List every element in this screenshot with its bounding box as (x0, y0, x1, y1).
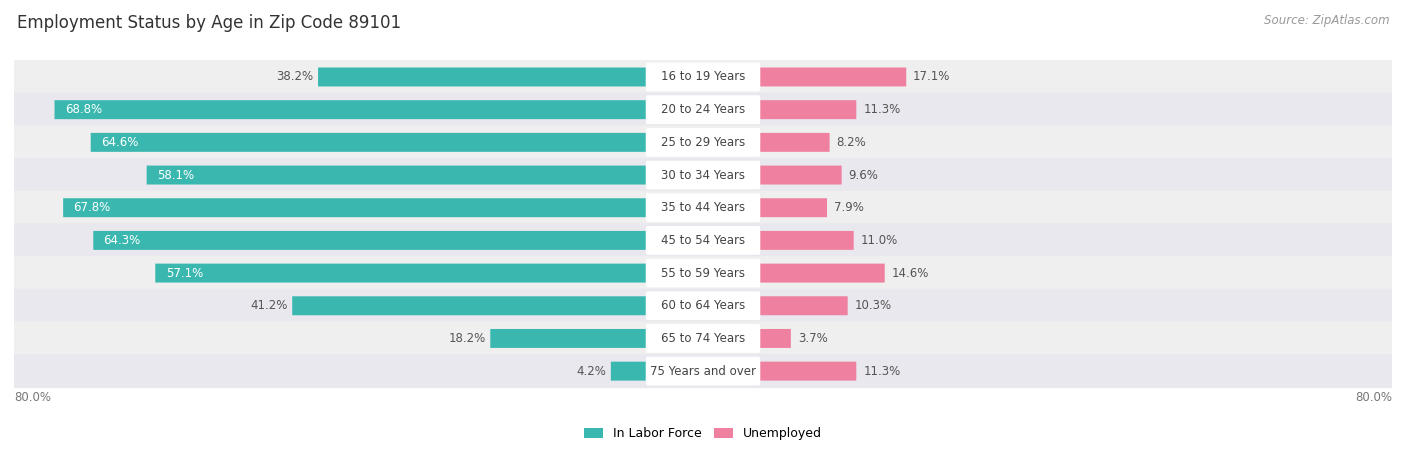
FancyBboxPatch shape (146, 166, 647, 184)
FancyBboxPatch shape (55, 100, 647, 119)
Text: 65 to 74 Years: 65 to 74 Years (661, 332, 745, 345)
FancyBboxPatch shape (645, 193, 761, 222)
FancyBboxPatch shape (610, 362, 647, 381)
Text: 60 to 64 Years: 60 to 64 Years (661, 299, 745, 312)
FancyBboxPatch shape (645, 95, 761, 124)
FancyBboxPatch shape (14, 191, 1392, 225)
Text: 14.6%: 14.6% (891, 267, 929, 280)
Text: Employment Status by Age in Zip Code 89101: Employment Status by Age in Zip Code 891… (17, 14, 401, 32)
FancyBboxPatch shape (14, 289, 1392, 323)
FancyBboxPatch shape (645, 291, 761, 320)
Text: 18.2%: 18.2% (449, 332, 486, 345)
Text: 30 to 34 Years: 30 to 34 Years (661, 169, 745, 182)
FancyBboxPatch shape (91, 133, 647, 152)
FancyBboxPatch shape (759, 263, 884, 283)
Text: 11.3%: 11.3% (863, 364, 900, 377)
FancyBboxPatch shape (14, 158, 1392, 192)
Text: 75 Years and over: 75 Years and over (650, 364, 756, 377)
FancyBboxPatch shape (645, 161, 761, 189)
Text: 4.2%: 4.2% (576, 364, 606, 377)
Text: 45 to 54 Years: 45 to 54 Years (661, 234, 745, 247)
FancyBboxPatch shape (645, 357, 761, 386)
Text: 38.2%: 38.2% (277, 70, 314, 83)
Text: 16 to 19 Years: 16 to 19 Years (661, 70, 745, 83)
Text: 80.0%: 80.0% (14, 391, 51, 404)
Text: 25 to 29 Years: 25 to 29 Years (661, 136, 745, 149)
Text: 80.0%: 80.0% (1355, 391, 1392, 404)
FancyBboxPatch shape (645, 63, 761, 92)
FancyBboxPatch shape (14, 60, 1392, 94)
Legend: In Labor Force, Unemployed: In Labor Force, Unemployed (583, 427, 823, 440)
FancyBboxPatch shape (63, 198, 647, 217)
FancyBboxPatch shape (759, 100, 856, 119)
Text: 35 to 44 Years: 35 to 44 Years (661, 201, 745, 214)
FancyBboxPatch shape (759, 68, 907, 87)
FancyBboxPatch shape (14, 223, 1392, 258)
FancyBboxPatch shape (759, 231, 853, 250)
Text: 3.7%: 3.7% (797, 332, 828, 345)
FancyBboxPatch shape (759, 329, 790, 348)
FancyBboxPatch shape (645, 259, 761, 287)
Text: 11.3%: 11.3% (863, 103, 900, 116)
FancyBboxPatch shape (759, 166, 842, 184)
Text: 10.3%: 10.3% (855, 299, 891, 312)
FancyBboxPatch shape (292, 296, 647, 315)
FancyBboxPatch shape (645, 128, 761, 157)
Text: 55 to 59 Years: 55 to 59 Years (661, 267, 745, 280)
FancyBboxPatch shape (318, 68, 647, 87)
FancyBboxPatch shape (759, 133, 830, 152)
FancyBboxPatch shape (14, 354, 1392, 388)
Text: 17.1%: 17.1% (912, 70, 950, 83)
FancyBboxPatch shape (14, 322, 1392, 355)
Text: 11.0%: 11.0% (860, 234, 898, 247)
FancyBboxPatch shape (155, 263, 647, 283)
FancyBboxPatch shape (645, 324, 761, 353)
FancyBboxPatch shape (759, 296, 848, 315)
Text: 67.8%: 67.8% (73, 201, 111, 214)
Text: 64.6%: 64.6% (101, 136, 138, 149)
Text: 9.6%: 9.6% (849, 169, 879, 182)
Text: Source: ZipAtlas.com: Source: ZipAtlas.com (1264, 14, 1389, 27)
FancyBboxPatch shape (645, 226, 761, 255)
Text: 58.1%: 58.1% (157, 169, 194, 182)
FancyBboxPatch shape (759, 198, 827, 217)
FancyBboxPatch shape (491, 329, 647, 348)
FancyBboxPatch shape (759, 362, 856, 381)
Text: 20 to 24 Years: 20 to 24 Years (661, 103, 745, 116)
FancyBboxPatch shape (93, 231, 647, 250)
Text: 8.2%: 8.2% (837, 136, 866, 149)
Text: 57.1%: 57.1% (166, 267, 202, 280)
Text: 64.3%: 64.3% (104, 234, 141, 247)
Text: 41.2%: 41.2% (250, 299, 288, 312)
FancyBboxPatch shape (14, 125, 1392, 159)
FancyBboxPatch shape (14, 256, 1392, 290)
Text: 7.9%: 7.9% (834, 201, 863, 214)
Text: 68.8%: 68.8% (65, 103, 103, 116)
FancyBboxPatch shape (14, 93, 1392, 127)
